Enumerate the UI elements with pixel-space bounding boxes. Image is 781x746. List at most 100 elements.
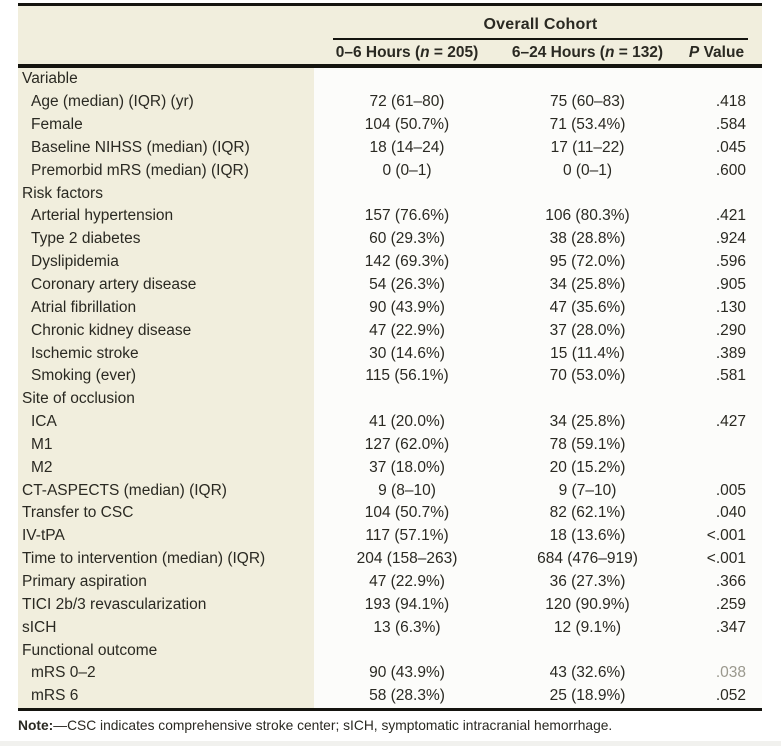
- row-label-cell: Ischemic stroke: [18, 342, 314, 365]
- pvalue-cell: .421: [715, 207, 746, 225]
- table-row: Risk factors: [18, 182, 762, 206]
- pvalue-cell: .038: [715, 664, 746, 682]
- table-row: Premorbid mRS (median) (IQR) 0 (0–1) 0 (…: [18, 159, 762, 183]
- table-row: Atrial fibrillation 90 (43.9%) 47 (35.6%…: [18, 296, 762, 320]
- value-cell-0-6h: 30 (14.6%): [369, 344, 445, 362]
- row-label-cell: Arterial hypertension: [18, 205, 314, 228]
- pvalue-cell: <.001: [706, 527, 746, 545]
- row-label-cell: M2: [18, 456, 314, 480]
- row-label-cell: sICH: [18, 616, 314, 640]
- row-label-cell: TICI 2b/3 revascularization: [18, 593, 314, 617]
- row-label-cell: Variable: [18, 68, 314, 91]
- pvalue-cell: .418: [715, 93, 746, 111]
- column-header-row: 0–6 Hours (n = 205) 6–24 Hours (n = 132)…: [18, 40, 762, 66]
- table-row: Coronary artery disease 54 (26.3%) 34 (2…: [18, 273, 762, 297]
- row-label-cell: Premorbid mRS (median) (IQR): [18, 159, 314, 183]
- value-cell-6-24h: 9 (7–10): [558, 481, 617, 499]
- row-label-cell: Site of occlusion: [18, 387, 314, 411]
- value-cell-6-24h: 82 (62.1%): [549, 504, 626, 522]
- value-cell-0-6h: 104 (50.7%): [364, 116, 450, 134]
- row-label-cell: Time to intervention (median) (IQR): [18, 547, 314, 571]
- row-label-cell: Type 2 diabetes: [18, 227, 314, 251]
- table-row: Chronic kidney disease 47 (22.9%) 37 (28…: [18, 319, 762, 343]
- row-label-cell: Coronary artery disease: [18, 273, 314, 297]
- row-label-cell: Risk factors: [18, 182, 314, 206]
- footnote-label: Note:: [18, 718, 54, 733]
- pvalue-cell: .347: [715, 618, 746, 636]
- value-cell-0-6h: 72 (61–80): [369, 93, 445, 111]
- table-row: Arterial hypertension 157 (76.6%) 106 (8…: [18, 205, 762, 228]
- value-cell-0-6h: 193 (94.1%): [364, 595, 450, 613]
- table-body: Variable Age (median) (IQR) (yr) 72 (61–…: [18, 68, 762, 708]
- pvalue-cell: .389: [715, 344, 746, 362]
- column-header-0-6h-text: 0–6 Hours (: [335, 44, 421, 61]
- row-label-cell: Female: [18, 113, 314, 137]
- italic-n: n: [604, 44, 615, 61]
- italic-p: P: [688, 44, 700, 61]
- value-cell-6-24h: 0 (0–1): [562, 161, 613, 179]
- column-header-6-24h-n: = 132): [614, 44, 664, 61]
- value-cell-6-24h: 43 (32.6%): [549, 664, 626, 682]
- spanner-rule: [333, 38, 748, 40]
- table-row: Ischemic stroke 30 (14.6%) 15 (11.4%) .3…: [18, 342, 762, 365]
- column-header-6-24h: 6–24 Hours (n = 132): [500, 44, 675, 62]
- value-cell-0-6h: 13 (6.3%): [373, 618, 441, 636]
- row-label-cell: CT-ASPECTS (median) (IQR): [18, 479, 314, 503]
- table-row: Baseline NIHSS (median) (IQR) 18 (14–24)…: [18, 136, 762, 160]
- pvalue-cell: .040: [715, 504, 746, 522]
- table-row: Type 2 diabetes 60 (29.3%) 38 (28.8%) .9…: [18, 227, 762, 251]
- scan-edge-strip: [0, 741, 781, 746]
- value-cell-0-6h: 9 (8–10): [378, 481, 436, 499]
- row-label-cell: Transfer to CSC: [18, 502, 314, 525]
- table-row: IV-tPA 117 (57.1%) 18 (13.6%) <.001: [18, 524, 762, 548]
- pvalue-cell: .045: [715, 138, 746, 156]
- table-row: M2 37 (18.0%) 20 (15.2%): [18, 456, 762, 480]
- value-cell-0-6h: 115 (56.1%): [365, 367, 449, 385]
- pvalue-cell: .905: [715, 276, 746, 294]
- column-header-pvalue-text: Value: [699, 44, 745, 61]
- column-header-pvalue: P Value: [675, 44, 762, 62]
- value-cell-6-24h: 120 (90.9%): [545, 595, 630, 613]
- value-cell-6-24h: 34 (25.8%): [549, 276, 626, 294]
- value-cell-0-6h: 117 (57.1%): [365, 527, 449, 545]
- spanner-label: Overall Cohort: [483, 16, 598, 33]
- row-label-cell: Functional outcome: [18, 639, 314, 662]
- value-cell-6-24h: 106 (80.3%): [545, 207, 630, 225]
- pvalue-cell: <.001: [706, 550, 746, 568]
- table-row: Smoking (ever) 115 (56.1%) 70 (53.0%) .5…: [18, 364, 762, 388]
- pvalue-cell: .427: [715, 413, 746, 431]
- row-label-cell: mRS 0–2: [18, 661, 314, 685]
- column-header-0-6h: 0–6 Hours (n = 205): [314, 44, 500, 62]
- value-cell-0-6h: 37 (18.0%): [369, 458, 445, 476]
- row-label-cell: Atrial fibrillation: [18, 296, 314, 320]
- row-label-cell: Baseline NIHSS (median) (IQR): [18, 136, 314, 160]
- value-cell-6-24h: 12 (9.1%): [553, 618, 622, 636]
- column-header-0-6h-n: = 205): [429, 44, 479, 61]
- value-cell-6-24h: 18 (13.6%): [549, 527, 626, 545]
- table-top-rule: [18, 3, 762, 6]
- row-label-cell: Smoking (ever): [18, 364, 314, 388]
- value-cell-0-6h: 204 (158–263): [356, 550, 458, 568]
- value-cell-0-6h: 58 (28.3%): [369, 687, 445, 705]
- value-cell-0-6h: 104 (50.7%): [364, 504, 450, 522]
- footnote: Note:—CSC indicates comprehensive stroke…: [18, 717, 762, 735]
- value-cell-0-6h: 90 (43.9%): [369, 664, 445, 682]
- table-row: Functional outcome: [18, 639, 762, 662]
- table-row: TICI 2b/3 revascularization 193 (94.1%) …: [18, 593, 762, 617]
- pvalue-cell: .052: [715, 687, 746, 705]
- value-cell-6-24h: 684 (476–919): [537, 550, 638, 568]
- pvalue-cell: .366: [715, 572, 746, 590]
- value-cell-6-24h: 17 (11–22): [550, 138, 625, 156]
- value-cell-6-24h: 75 (60–83): [550, 93, 625, 111]
- table-row: Dyslipidemia 142 (69.3%) 95 (72.0%) .596: [18, 250, 762, 274]
- value-cell-0-6h: 90 (43.9%): [369, 298, 445, 316]
- value-cell-6-24h: 71 (53.4%): [549, 116, 626, 134]
- value-cell-6-24h: 37 (28.0%): [549, 321, 626, 339]
- table-row: Age (median) (IQR) (yr) 72 (61–80) 75 (6…: [18, 90, 762, 114]
- value-cell-6-24h: 38 (28.8%): [549, 230, 626, 248]
- table-row: Primary aspiration 47 (22.9%) 36 (27.3%)…: [18, 570, 762, 594]
- value-cell-0-6h: 127 (62.0%): [364, 435, 450, 453]
- value-cell-0-6h: 47 (22.9%): [369, 572, 445, 590]
- pvalue-cell: .924: [715, 230, 746, 248]
